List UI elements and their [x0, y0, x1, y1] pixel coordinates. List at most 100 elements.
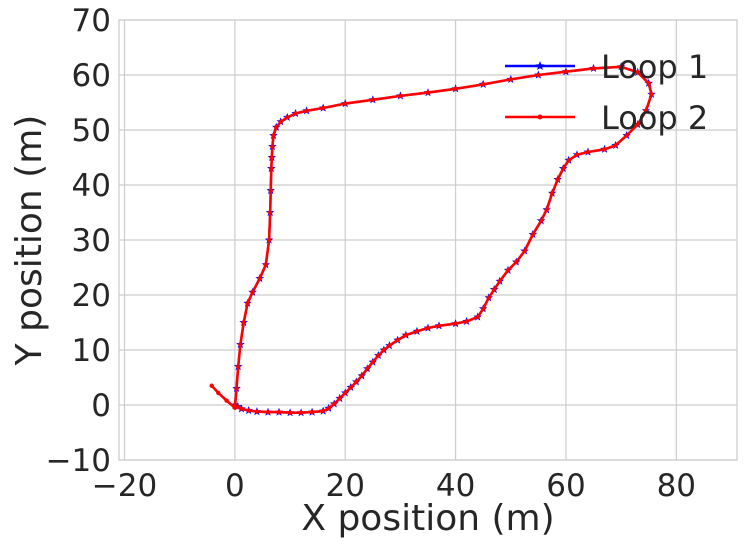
data-point-dot: [370, 97, 376, 102]
x-tick-label: 0: [225, 468, 245, 504]
data-point-dot: [585, 149, 591, 155]
data-point-dot: [505, 268, 511, 273]
data-point-dot: [326, 406, 331, 411]
data-point-dot: [239, 406, 244, 412]
data-point-dot: [530, 232, 536, 237]
data-point-dot: [475, 314, 480, 320]
legend-label-loop-1: Loop 1: [601, 48, 708, 86]
data-point-dot: [265, 409, 271, 415]
data-point-dot: [522, 248, 527, 254]
data-point-dot: [549, 191, 555, 196]
data-point-dot: [354, 379, 359, 385]
data-point-dot: [359, 373, 364, 379]
data-point-dot: [425, 90, 431, 95]
data-point-dot: [293, 111, 298, 116]
data-point-dot: [304, 108, 309, 113]
x-tick-label: 60: [546, 468, 585, 504]
data-point-dot: [287, 410, 293, 415]
data-point-dot: [563, 69, 569, 74]
data-point-dot: [602, 147, 607, 152]
data-point-dot: [245, 301, 250, 306]
y-tick-label: 70: [72, 3, 111, 39]
data-point-dot: [263, 262, 268, 267]
data-point-dot: [235, 364, 241, 369]
data-point-dot: [591, 66, 596, 71]
data-point-dot: [320, 408, 326, 414]
data-point-dot: [508, 77, 513, 82]
data-point-dot: [234, 386, 239, 391]
data-point-dot: [309, 409, 315, 415]
data-point-dot: [486, 295, 491, 300]
data-point-dot: [387, 343, 392, 348]
data-point-dot: [254, 409, 260, 414]
data-point-dot: [276, 409, 282, 415]
data-point-dot: [235, 404, 240, 409]
data-point-dot: [613, 143, 618, 148]
data-point-dot: [271, 133, 276, 138]
data-point-dot: [274, 125, 279, 130]
data-point-dot: [365, 366, 370, 371]
data-point-dot: [270, 144, 275, 149]
legend-label-loop-2: Loop 2: [601, 99, 708, 137]
data-point-dot: [425, 325, 431, 331]
data-point-dot: [285, 115, 290, 120]
data-point-dot: [398, 93, 403, 99]
data-point-dot: [331, 401, 337, 407]
data-point-dot: [624, 133, 629, 138]
y-axis-title: Y position (m): [9, 115, 50, 367]
data-point-dot: [257, 276, 262, 281]
data-point-dot: [492, 287, 497, 292]
data-point-dot: [381, 347, 387, 353]
data-point-dot: [370, 359, 376, 365]
x-tick-label: −20: [92, 468, 157, 504]
x-tick-label: 20: [326, 468, 365, 504]
data-point-dot: [403, 332, 409, 338]
y-tick-label: 0: [91, 388, 111, 424]
data-point-dot: [649, 92, 654, 97]
data-point-dot: [480, 306, 486, 311]
series-group: [209, 62, 656, 417]
y-tick-label: 40: [72, 168, 111, 204]
legend: Loop 1 Loop 2: [505, 48, 708, 137]
y-tick-label: −10: [46, 443, 111, 479]
data-point-dot: [268, 188, 273, 193]
data-point-dot: [414, 329, 420, 334]
data-point-dot: [224, 398, 229, 403]
data-point-dot: [298, 410, 304, 415]
y-tick-label: 60: [72, 58, 111, 94]
series-2: [209, 64, 654, 415]
legend-marker-loop-2: [537, 114, 543, 120]
data-point-dot: [320, 105, 326, 111]
y-tick-label: 10: [72, 333, 111, 369]
data-point-dot: [560, 166, 566, 171]
legend-marker-loop-1: [535, 61, 545, 70]
data-point-dot: [555, 177, 560, 182]
data-point-dot: [453, 86, 458, 91]
data-point-dot: [453, 321, 458, 326]
y-tick-label: 30: [72, 223, 111, 259]
data-point-dot: [250, 290, 255, 295]
data-point-dot: [246, 408, 251, 413]
data-point-dot: [643, 108, 649, 113]
data-point-dot: [216, 390, 221, 396]
y-tick-label: 20: [72, 278, 111, 314]
data-point-dot: [566, 158, 571, 163]
data-point-dot: [436, 323, 442, 328]
data-point-dot: [646, 81, 651, 86]
data-point-dot: [538, 218, 544, 223]
data-point-dot: [209, 383, 214, 388]
data-point-dot: [266, 237, 272, 243]
plot-frame: [118, 19, 738, 461]
data-point-dot: [544, 207, 549, 212]
data-point-dot: [269, 166, 274, 171]
data-point-dot: [238, 342, 243, 347]
data-point-dot: [343, 101, 348, 106]
data-point-dot: [376, 353, 381, 358]
y-tick-label: 50: [72, 113, 111, 149]
data-point-dot: [514, 259, 519, 265]
data-point-dot: [348, 385, 353, 390]
data-point-dot: [337, 396, 342, 401]
data-point-dot: [267, 210, 273, 215]
